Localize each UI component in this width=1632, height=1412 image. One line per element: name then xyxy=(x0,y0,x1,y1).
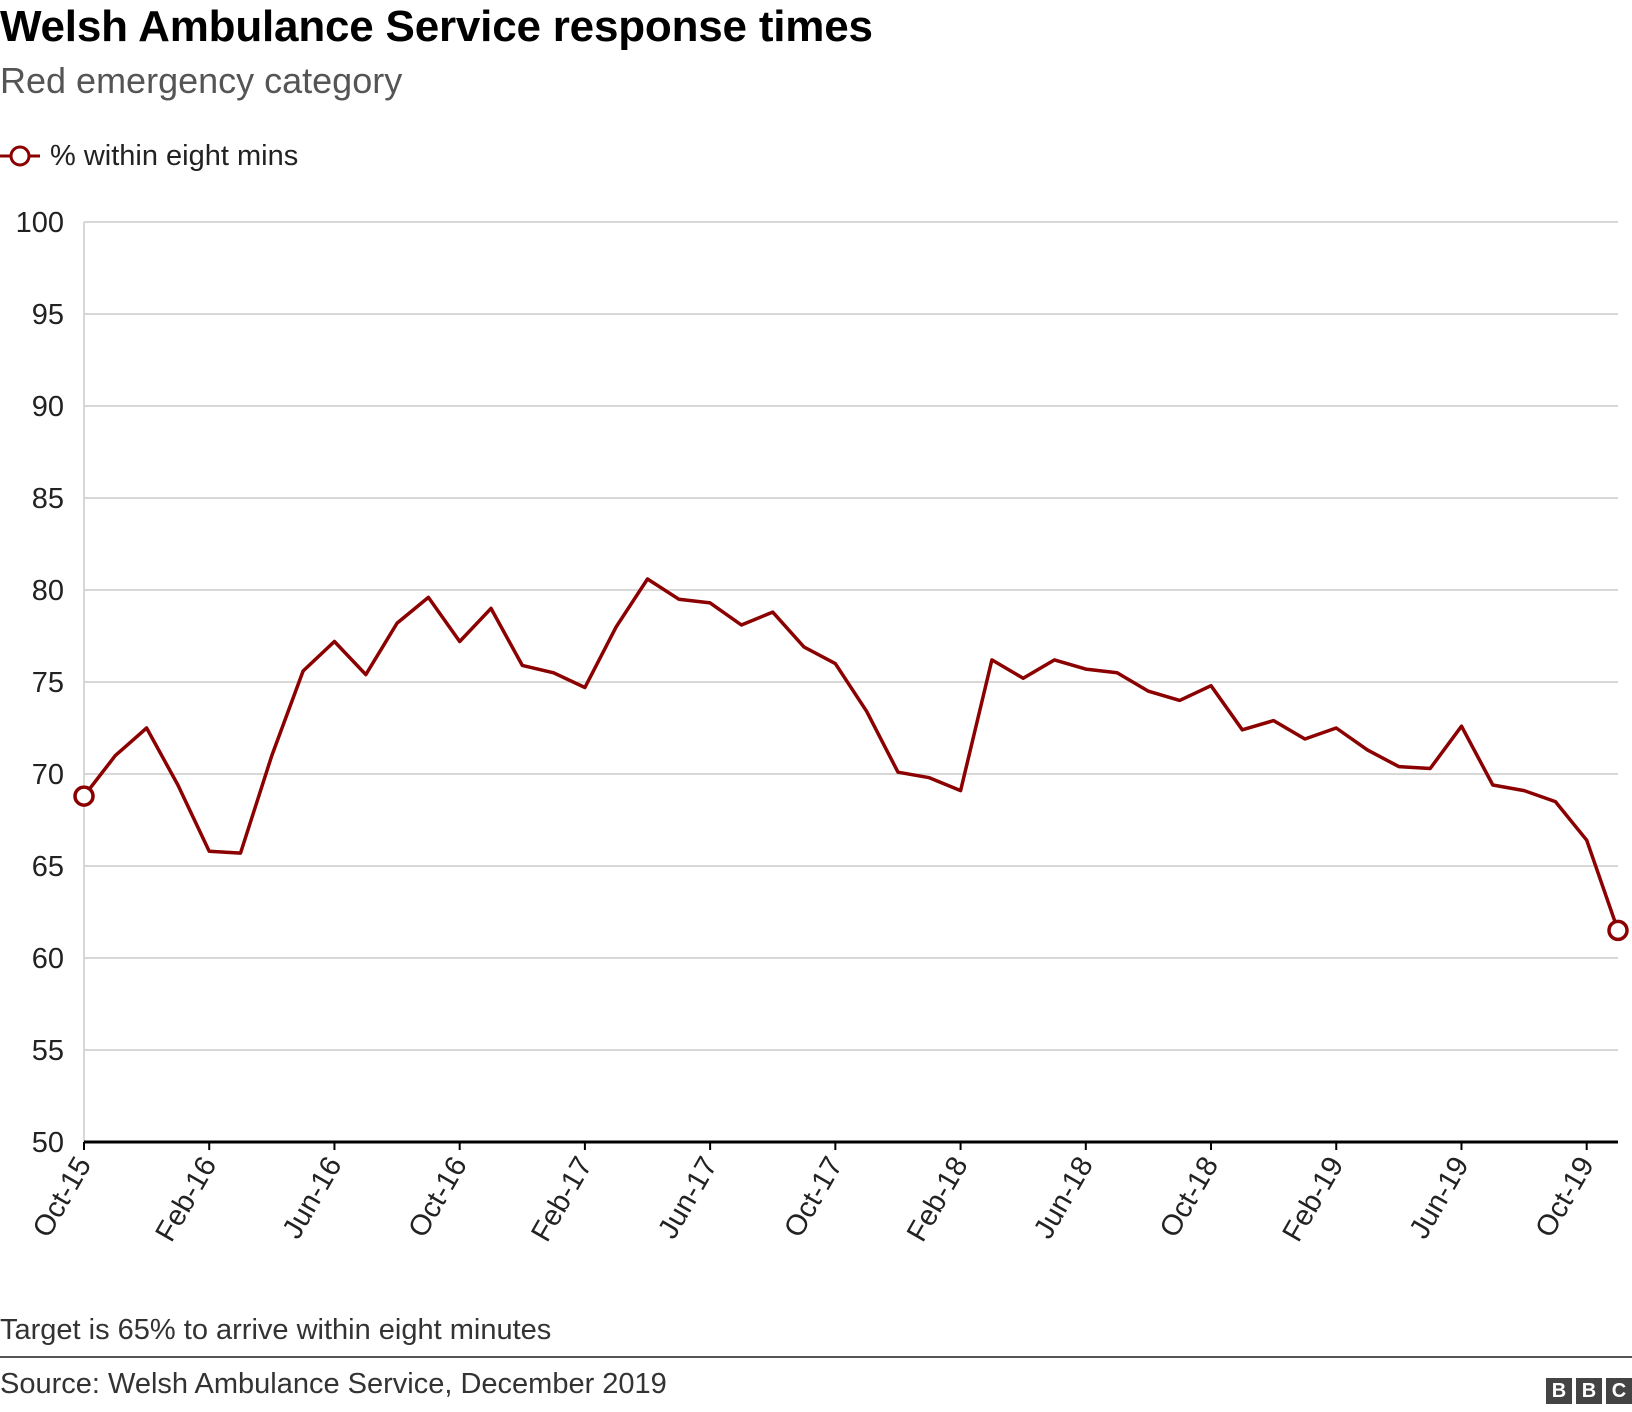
x-tick-label: Feb-17 xyxy=(525,1152,599,1248)
logo-letter: B xyxy=(1576,1378,1602,1404)
x-tick-label: Jun-16 xyxy=(276,1152,348,1245)
x-tick-label: Jun-18 xyxy=(1028,1152,1100,1245)
y-tick-label: 90 xyxy=(32,391,64,423)
y-axis: 50 55 60 65 70 75 80 85 90 95 100 xyxy=(16,207,64,1159)
x-tick-label: Oct-18 xyxy=(1154,1152,1225,1243)
chart-subtitle: Red emergency category xyxy=(0,60,403,101)
gridlines xyxy=(83,221,1618,1144)
x-tick-label: Oct-17 xyxy=(778,1152,849,1243)
x-tick-label: Jun-19 xyxy=(1403,1152,1475,1245)
x-tick-label: Oct-16 xyxy=(403,1152,474,1243)
x-tick-label: Oct-15 xyxy=(27,1152,98,1243)
line-chart: 50 55 60 65 70 75 80 85 90 95 100 Oct-15 Feb-16 Jun-… xyxy=(16,207,1629,1247)
data-point xyxy=(73,785,95,807)
y-tick-label: 95 xyxy=(32,299,64,331)
bbc-logo: B B C xyxy=(1546,1378,1632,1404)
y-tick-label: 65 xyxy=(32,851,64,883)
series-line xyxy=(82,577,1620,931)
x-tick-label: Oct-19 xyxy=(1530,1152,1601,1243)
legend: % within eight mins xyxy=(0,136,298,176)
series xyxy=(73,577,1629,942)
logo-letter: B xyxy=(1546,1378,1572,1404)
source-text: Source: Welsh Ambulance Service, Decembe… xyxy=(0,1368,667,1400)
y-tick-label: 80 xyxy=(32,575,64,607)
x-tick-label: Feb-19 xyxy=(1277,1152,1351,1248)
y-tick-label: 70 xyxy=(32,759,64,791)
y-tick-label: 55 xyxy=(32,1035,64,1067)
x-tick-label: Feb-18 xyxy=(901,1152,975,1248)
legend-line-marker-icon xyxy=(0,145,40,167)
y-tick-label: 50 xyxy=(32,1127,64,1159)
chart-title: Welsh Ambulance Service response times xyxy=(0,2,873,51)
x-tick-label: Feb-16 xyxy=(150,1152,224,1248)
logo-letter: C xyxy=(1606,1378,1632,1404)
footer-divider xyxy=(0,1356,1632,1358)
data-point xyxy=(1607,919,1629,942)
y-tick-label: 75 xyxy=(32,667,64,699)
y-tick-label: 60 xyxy=(32,943,64,975)
x-axis: Oct-15 Feb-16 Jun-16 Oct-16 Feb-17 Jun-17 Oct-… xyxy=(27,1142,1601,1247)
y-tick-label: 85 xyxy=(32,483,64,515)
y-tick-label: 100 xyxy=(16,207,64,239)
x-tick-label: Jun-17 xyxy=(652,1152,724,1245)
legend-label: % within eight mins xyxy=(50,139,299,172)
chart-note: Target is 65% to arrive within eight min… xyxy=(0,1314,552,1346)
